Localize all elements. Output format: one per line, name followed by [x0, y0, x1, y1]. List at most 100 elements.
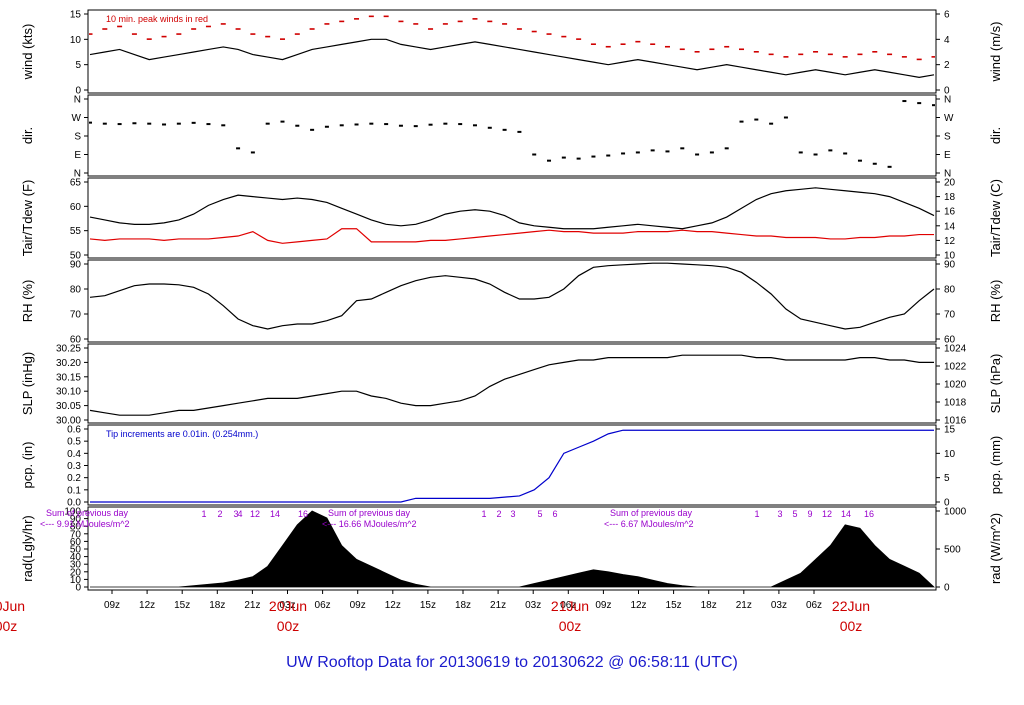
peak-wind-mark [561, 35, 567, 38]
day-label-date: 20Jun [269, 598, 307, 614]
peak-wind-mark [131, 33, 137, 35]
left-tick-label: 10 [70, 575, 82, 586]
x-tick-label: 09z [595, 600, 611, 611]
peak-wind-mark [694, 51, 700, 53]
left-tick-label: 30.20 [56, 358, 81, 369]
peak-wind-mark [590, 43, 596, 45]
peak-wind-mark [872, 51, 878, 53]
left-tick-label: 100 [64, 507, 81, 518]
hour-mark: 2 [217, 509, 222, 519]
left-tick-label: 30.05 [56, 401, 81, 412]
panel-pcp: 0.0 0.10.20.30.40.50.6 0 5 10 15 pcp. (in) pcp.… [20, 424, 1003, 509]
x-tick-label: 18z [701, 600, 717, 611]
x-tick-label: 06z [806, 600, 822, 611]
left-tick-label: 5 [75, 60, 81, 71]
left-tick-label: 20 [70, 567, 82, 578]
left-day-label-date: 20Jun [0, 598, 25, 614]
peak-wind-mark [783, 56, 789, 58]
dir-point [635, 151, 640, 154]
left-tick-label: 30 [70, 560, 82, 571]
panel-rad: 010203040506070809010005001000rad(Lgly/h… [20, 506, 1003, 594]
right-tick-label: 0 [944, 498, 950, 509]
hour-mark: 3 [510, 509, 515, 519]
dir-point [621, 152, 626, 155]
peak-wind-mark [857, 53, 863, 56]
dir-point [739, 120, 744, 123]
panel-annotation: 10 min. peak winds in red [106, 14, 208, 24]
peak-wind-mark [89, 33, 93, 35]
dir-point [695, 153, 700, 156]
peak-wind-mark [442, 23, 448, 25]
x-tick-label: 15z [666, 600, 682, 611]
peak-wind-mark [309, 28, 315, 30]
left-tick-label: 60 [70, 335, 82, 346]
peak-wind-mark [191, 28, 197, 30]
right-tick-label: E [944, 150, 951, 161]
panel-wind: 0 5 10 15 0 2 4 6 wind (kts) wind (m/s) 10 min. pe… [20, 9, 1003, 97]
right-tick-label: W [944, 113, 954, 124]
left-tick-label: 80 [70, 522, 82, 533]
dir-point [398, 124, 403, 127]
dir-point [769, 122, 774, 125]
peak-wind-mark [265, 35, 271, 38]
right-tick-label: 2 [944, 60, 950, 71]
dir-point [280, 120, 285, 123]
dir-point [517, 130, 522, 133]
left-tick-label: S [74, 132, 81, 143]
peak-wind-mark [887, 53, 893, 56]
dir-point [89, 121, 92, 124]
right-tick-label: 1018 [944, 398, 967, 409]
dir-point [236, 147, 241, 150]
right-tick-label: 60 [944, 335, 956, 346]
dir-point [147, 122, 152, 125]
peak-wind-mark [635, 40, 641, 43]
left-tick-label: 90 [70, 260, 82, 271]
ylabel-right: pcp. (mm) [988, 436, 1003, 495]
day-label-time: 00z [559, 618, 582, 634]
dir-point [487, 126, 492, 129]
peak-wind-mark [709, 48, 715, 51]
dir-point [917, 102, 922, 105]
dir-point [872, 162, 877, 165]
dir-point [295, 124, 300, 127]
dir-point [547, 159, 552, 162]
dir-point [369, 122, 374, 125]
right-tick-label: 10 [944, 251, 956, 262]
dir-point [472, 124, 477, 127]
right-tick-label: 70 [944, 310, 956, 321]
right-tick-label: N [944, 95, 951, 106]
plot-area [89, 15, 935, 78]
series-line-rh [89, 262, 935, 330]
peak-wind-mark [324, 23, 330, 25]
left-tick-label: 0.3 [67, 461, 81, 472]
dir-point [102, 122, 107, 125]
right-tick-label: 14 [944, 221, 956, 232]
dir-point [680, 147, 685, 150]
left-day-label-time: 00z [0, 618, 17, 634]
left-tick-label: 0.5 [67, 437, 81, 448]
dir-point [843, 152, 848, 155]
x-tick-label: 03z [771, 600, 787, 611]
peak-wind-mark [753, 51, 759, 53]
x-tick-label: 12z [139, 600, 155, 611]
dir-point [310, 128, 315, 131]
peak-wind-mark [502, 23, 508, 25]
series-line-slp [89, 354, 934, 416]
dir-point [591, 155, 596, 158]
dir-point [813, 153, 818, 156]
peak-wind-mark [472, 18, 478, 20]
right-tick-label: 18 [944, 192, 956, 203]
left-tick-label: 70 [70, 310, 82, 321]
right-tick-label: 20 [944, 178, 956, 189]
right-tick-label: N [944, 169, 951, 180]
peak-wind-mark [457, 20, 463, 23]
dir-point [902, 100, 907, 103]
peak-wind-mark [901, 56, 907, 58]
x-tick-label: 15z [174, 600, 190, 611]
peak-wind-mark [664, 45, 670, 48]
left-tick-label: 0 [75, 583, 81, 594]
day-label-date: 21Jun [551, 598, 589, 614]
peak-wind-mark [146, 38, 152, 40]
